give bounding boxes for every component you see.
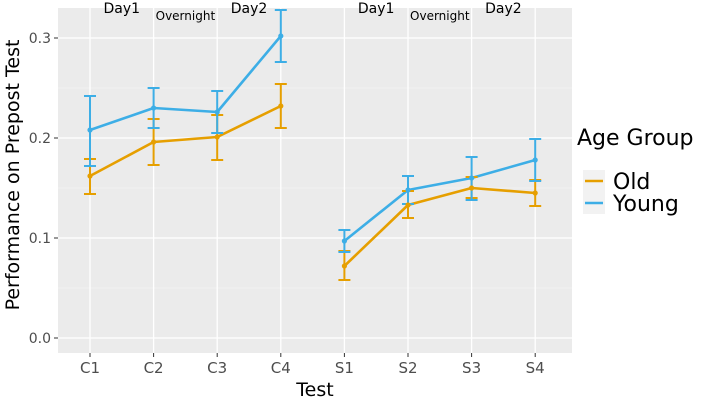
- data-point-old: [214, 134, 220, 140]
- annotation-label: Day2: [485, 1, 522, 17]
- x-axis: C1 C2 C3 C4 S1 S2 S3 S4: [80, 353, 545, 377]
- annotations: Day1 Overnight Day2 Day1 Overnight Day2: [104, 1, 522, 23]
- legend-label-young: Young: [612, 192, 679, 217]
- y-tick-label: 0.2: [29, 131, 51, 147]
- points: [87, 33, 538, 269]
- x-tick-label: S4: [526, 359, 545, 377]
- x-tick-label: C2: [144, 359, 164, 377]
- data-point-old: [278, 103, 284, 109]
- data-point-young: [151, 105, 157, 111]
- series-lines: [89, 35, 536, 267]
- x-tick-label: S1: [335, 359, 354, 377]
- series-line-old: [343, 186, 536, 267]
- data-point-old: [151, 139, 157, 145]
- annotation-label: Day2: [231, 1, 268, 17]
- data-point-young: [469, 175, 475, 181]
- data-point-young: [405, 187, 411, 193]
- y-axis: 0.0 0.1 0.2 0.3: [29, 31, 58, 347]
- panel-background: [58, 8, 572, 353]
- annotation-label: Day1: [358, 1, 395, 17]
- x-tick-label: C4: [271, 359, 291, 377]
- data-point-old: [532, 190, 538, 196]
- x-tick-label: S3: [462, 359, 481, 377]
- data-point-young: [532, 157, 538, 163]
- y-tick-label: 0.3: [29, 31, 51, 47]
- series-line-old: [89, 104, 282, 178]
- series-line-young: [89, 35, 282, 132]
- data-point-old: [87, 173, 93, 179]
- y-tick-label: 0.1: [29, 231, 51, 247]
- legend-title: Age Group: [577, 126, 694, 151]
- data-point-old: [469, 185, 475, 191]
- annotation-label: Overnight: [156, 9, 216, 23]
- data-point-young: [87, 127, 93, 133]
- legend-label-old: Old: [613, 170, 650, 195]
- annotation-label: Overnight: [410, 9, 470, 23]
- data-point-young: [341, 238, 347, 244]
- data-point-old: [405, 202, 411, 208]
- y-axis-title: Performance on Prepost Test: [2, 40, 24, 311]
- annotation-label: Day1: [104, 1, 141, 17]
- data-point-young: [278, 33, 284, 39]
- data-point-old: [341, 263, 347, 269]
- x-axis-title: Test: [295, 379, 333, 401]
- y-tick-label: 0.0: [29, 331, 51, 347]
- x-tick-label: S2: [398, 359, 417, 377]
- x-tick-label: C1: [80, 359, 100, 377]
- data-point-young: [214, 109, 220, 115]
- x-tick-label: C3: [207, 359, 227, 377]
- series-line-young: [343, 158, 536, 243]
